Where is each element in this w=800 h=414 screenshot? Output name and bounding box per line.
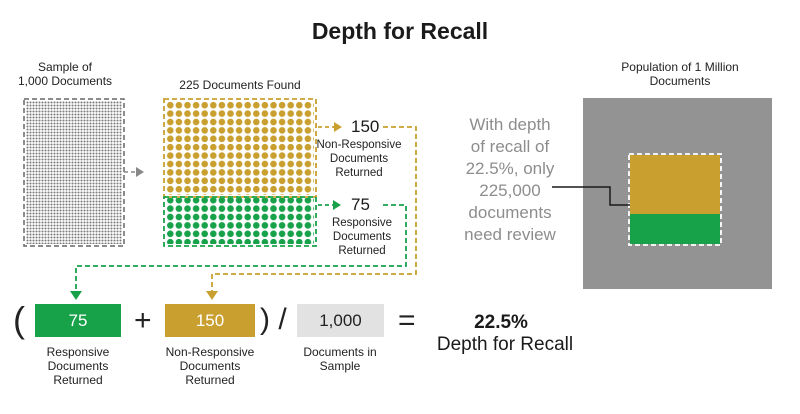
population-review-dashed-border (628, 153, 722, 246)
population-label: Population of 1 Million Documents (586, 60, 774, 88)
nonresponsive-caption-line3: Returned (335, 167, 383, 179)
population-label-line1: Population of 1 Million (621, 60, 739, 74)
formula-sample-box-bg (297, 304, 384, 337)
callout-line6: need review (464, 225, 556, 244)
formula-nonresponsive-caption-line1: Non-Responsive (165, 345, 255, 359)
population-label-line2: Documents (649, 74, 711, 88)
callout-line1: With depth (469, 115, 551, 134)
sample-label-line2: 1,000 Documents (17, 74, 113, 88)
sample-label: Sample of 1,000 Documents (10, 60, 120, 88)
responsive-formula-arrowhead (70, 291, 82, 300)
nonresponsive-count: 150 (351, 117, 380, 136)
result-value: 22.5% (474, 312, 528, 333)
sample-dashed-border (23, 98, 125, 247)
nonresponsive-caption: Non-Responsive Documents Returned (308, 138, 410, 180)
formula-nonresponsive-caption: Non-Responsive Documents Returned (150, 345, 270, 387)
nonresponsive-caption-line2: Documents (329, 153, 389, 165)
responsive-caption-line2: Documents (332, 231, 392, 243)
formula-open-paren: ( (13, 299, 25, 340)
responsive-caption: Responsive Documents Returned (320, 216, 404, 258)
nonresponsive-caption-line1: Non-Responsive (316, 139, 402, 151)
nonresponsive-dashed-border (163, 98, 317, 198)
formula-sample-box: 1,000 (319, 311, 362, 330)
callout-line4: 225,000 (479, 181, 541, 200)
found-label: 225 Documents Found (179, 78, 301, 92)
formula-close-divide: ) / (260, 303, 287, 336)
responsive-dot-grid (166, 198, 314, 244)
formula-nonresponsive-caption-line3: Returned (185, 373, 235, 387)
nonresponsive-pointer-arrowhead (334, 122, 342, 132)
formula-plus: + (134, 304, 152, 337)
formula-nonresponsive-caption-line2: Documents (179, 359, 241, 373)
formula-responsive-caption-line1: Responsive (46, 345, 110, 359)
responsive-caption-line1: Responsive (331, 217, 393, 229)
formula-responsive-caption-line2: Documents (47, 359, 109, 373)
callout-line3: 22.5%, only (465, 159, 555, 178)
sample-dot-grid (26, 101, 122, 244)
formula-nonresponsive-box-bg (165, 304, 255, 337)
formula-sample-caption-line1: Documents in (303, 345, 377, 359)
formula-responsive-caption: Responsive Documents Returned (28, 345, 128, 387)
population-responsive-fill (630, 214, 720, 244)
formula-sample-caption: Documents in Sample (285, 345, 395, 373)
sample-label-line1: Sample of (37, 60, 93, 74)
callout-connector-line (552, 186, 630, 206)
responsive-caption-line3: Returned (338, 245, 386, 257)
responsive-pointer-arrowhead (333, 200, 341, 210)
formula-equals: = (398, 304, 416, 337)
callout-line2: of recall of (470, 137, 550, 156)
formula-sample-caption-line2: Sample (319, 359, 361, 373)
responsive-to-formula-connector (75, 204, 407, 292)
depth-callout-text: With depth of recall of 22.5%, only 225,… (440, 114, 580, 246)
formula-responsive-box-bg (35, 304, 121, 337)
nonresponsive-dot-grid (166, 101, 314, 195)
sample-to-found-arrowhead (136, 167, 144, 177)
nonresponsive-to-formula-connector (211, 126, 417, 292)
formula-responsive-caption-line3: Returned (53, 373, 103, 387)
nonresponsive-formula-arrowhead (206, 291, 218, 300)
callout-line5: documents (468, 203, 552, 222)
responsive-dashed-border (163, 196, 317, 247)
responsive-count: 75 (351, 195, 370, 214)
result-label: Depth for Recall (436, 334, 574, 355)
formula-responsive-box: 75 (68, 311, 88, 330)
population-nonresponsive-fill (630, 155, 720, 214)
formula-nonresponsive-box: 150 (195, 311, 225, 330)
page-title: Depth for Recall (311, 18, 489, 44)
